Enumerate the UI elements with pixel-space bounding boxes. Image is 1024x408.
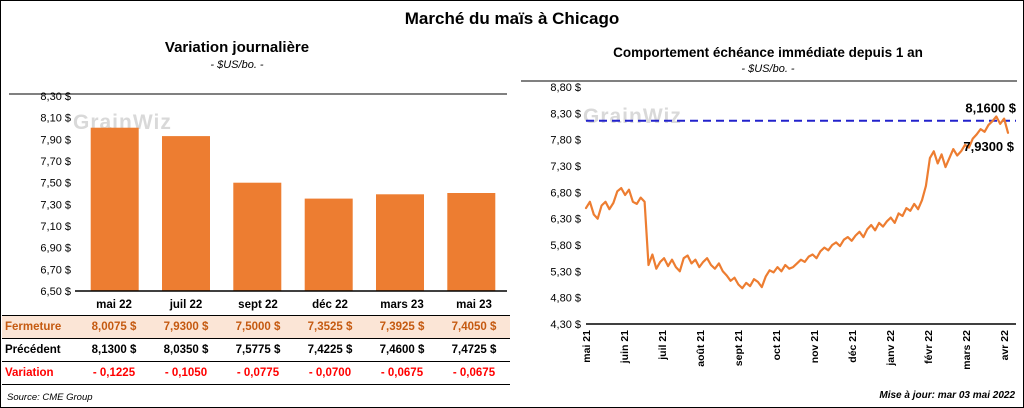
cell: - 0,0675 <box>366 361 438 385</box>
line-chart-subtitle: - $US/bo. - <box>741 63 795 75</box>
bar-y-tick-label: 7,10 $ <box>40 221 71 233</box>
bar <box>447 193 496 291</box>
bar-y-tick-label: 7,30 $ <box>40 199 71 211</box>
line-x-tick-label: nov 21 <box>809 330 821 363</box>
bar-y-tick-label: 8,10 $ <box>40 113 71 125</box>
bar <box>233 182 282 291</box>
contract-month: sept 22 <box>238 298 278 311</box>
line-y-tick-label: 7,80 $ <box>550 135 581 147</box>
bar-y-tick-label: 7,70 $ <box>40 156 71 168</box>
line-y-tick-label: 4,80 $ <box>550 293 581 305</box>
line-x-tick-label: déc 21 <box>847 330 859 363</box>
cell: - 0,0700 <box>294 361 366 385</box>
cell: - 0,1225 <box>78 361 150 385</box>
precedent-row: Précédent 8,1300 $ 8,0350 $ 7,5775 $ 7,4… <box>2 338 510 362</box>
bar-chart-title: Variation journalière <box>164 39 310 56</box>
price-line <box>584 115 1010 290</box>
line-x-tick-label: août 21 <box>695 330 707 367</box>
variation-row: Variation - 0,1225 - 0,1050 - 0,0775 - 0… <box>2 361 510 385</box>
row-label: Variation <box>2 361 78 385</box>
bar-y-tick-label: 6,70 $ <box>40 264 71 276</box>
cell: 7,3525 $ <box>294 314 366 339</box>
update-note: Mise à jour: mar 03 mai 2022 <box>879 390 1015 401</box>
line-y-tick-label: 6,80 $ <box>550 187 581 199</box>
cell: - 0,0775 <box>222 361 294 385</box>
line-y-tick-label: 8,80 $ <box>550 82 581 94</box>
last-point-label: 7,9300 $ <box>963 139 1014 154</box>
row-label: Fermeture <box>2 314 78 339</box>
line-y-tick-label: 5,80 $ <box>550 240 581 252</box>
contract-month: mai 23 <box>456 298 492 311</box>
source-note: Source: CME Group <box>7 392 93 403</box>
reference-line-label: 8,1600 $ <box>965 101 1016 116</box>
line-x-tick-label: sept 21 <box>733 330 745 366</box>
line-y-tick-label: 6,30 $ <box>550 214 581 226</box>
line-x-tick-label: juil 21 <box>657 330 669 361</box>
cell: 7,4050 $ <box>438 314 510 339</box>
cell: 7,5775 $ <box>222 338 294 362</box>
cell: 7,5000 $ <box>222 314 294 339</box>
cell: 7,4225 $ <box>294 338 366 362</box>
cell: 8,0075 $ <box>78 314 150 339</box>
cell: 7,4600 $ <box>366 338 438 362</box>
bar-y-tick-label: 7,90 $ <box>40 134 71 146</box>
line-x-tick-label: mai 21 <box>581 330 593 363</box>
line-y-tick-label: 7,30 $ <box>550 161 581 173</box>
bar-chart-subtitle: - $US/bo. - <box>210 59 264 71</box>
line-x-tick-label: mars 22 <box>961 330 973 370</box>
cell: 8,1300 $ <box>78 338 150 362</box>
line-x-tick-label: avr 22 <box>999 330 1011 361</box>
cell: - 0,1050 <box>150 361 222 385</box>
bar-y-tick-label: 8,30 $ <box>40 91 71 103</box>
line-x-tick-label: févr 22 <box>923 330 935 364</box>
bar <box>376 194 424 291</box>
line-x-tick-label: janv 22 <box>885 330 897 367</box>
contract-month: déc 22 <box>312 298 348 311</box>
contract-month: mai 22 <box>96 298 132 311</box>
contract-month: mars 23 <box>380 298 424 311</box>
cell: 7,3925 $ <box>366 314 438 339</box>
line-x-tick-label: oct 21 <box>771 330 783 361</box>
fermeture-row: Fermeture 8,0075 $ 7,9300 $ 7,5000 $ 7,3… <box>2 314 510 339</box>
bar-y-tick-label: 6,90 $ <box>40 243 71 255</box>
line-y-tick-label: 8,30 $ <box>550 108 581 120</box>
line-x-tick-label: juin 21 <box>619 330 631 364</box>
bar-y-tick-label: 6,50 $ <box>40 286 71 298</box>
watermark-right: GrainWiz <box>583 105 682 128</box>
cell: 7,4725 $ <box>438 338 510 362</box>
bar-chart: 6,50 $ 6,70 $ 6,90 $ 7,10 $ 7,30 $ 7,50 $ 7,70… <box>9 91 507 298</box>
bar <box>162 136 210 291</box>
page-title: Marché du maïs à Chicago <box>404 9 620 28</box>
bar <box>90 127 139 291</box>
cell: 8,0350 $ <box>150 338 222 362</box>
bar-y-tick-label: 7,50 $ <box>40 178 71 190</box>
table-corner <box>2 295 78 315</box>
cell: 7,9300 $ <box>150 314 222 339</box>
price-table: mai 22 juil 22 sept 22 déc 22 mars 23 ma… <box>2 295 510 385</box>
bar <box>304 198 353 291</box>
line-chart-title: Comportement échéance immédiate depuis 1… <box>613 45 923 60</box>
row-label: Précédent <box>2 338 78 362</box>
cell: - 0,0675 <box>438 361 510 385</box>
contract-month: juil 22 <box>169 298 203 311</box>
line-y-tick-label: 4,30 $ <box>550 319 581 331</box>
line-chart: 4,30 $ 4,80 $ 5,30 $ 5,80 $ 6,30 $ 6,80 $ 7,30… <box>521 80 1017 370</box>
contract-months-row: mai 22 juil 22 sept 22 déc 22 mars 23 ma… <box>2 295 510 315</box>
line-y-tick-label: 5,30 $ <box>550 266 581 278</box>
